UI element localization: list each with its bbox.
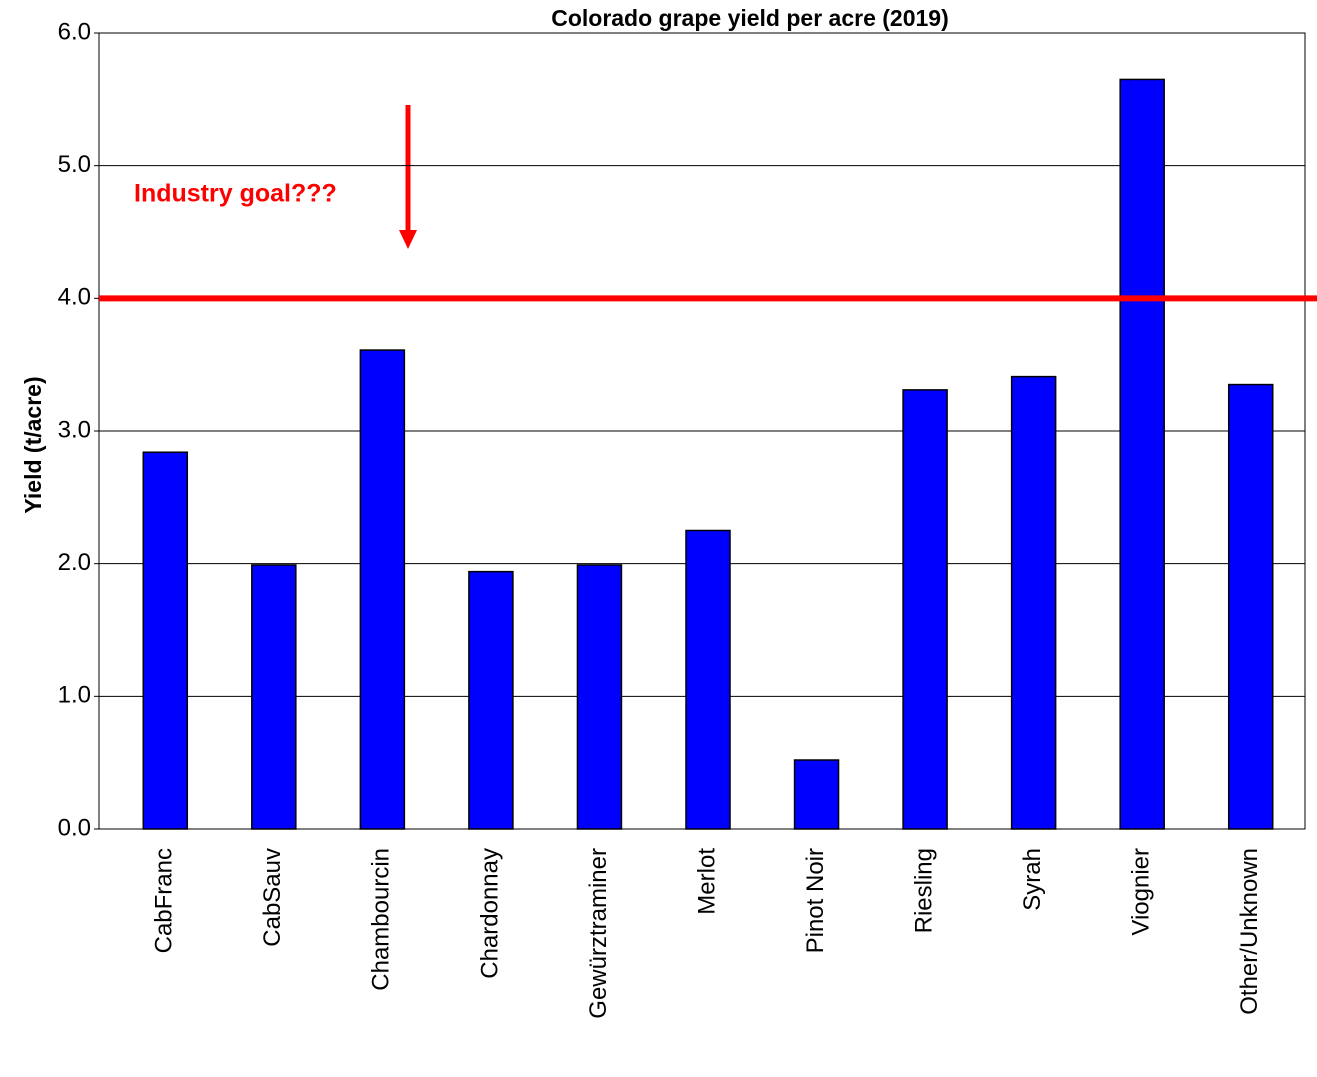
x-tick-label: Chardonnay: [476, 848, 503, 979]
x-tick-label: Pinot Noir: [802, 848, 829, 953]
y-tick-label: 2.0: [58, 549, 91, 576]
y-tick-label: 3.0: [58, 416, 91, 443]
bar: [685, 529, 731, 830]
annotation-arrowhead: [399, 230, 417, 249]
chart-title: Colorado grape yield per acre (2019): [551, 5, 949, 31]
y-tick-label: 0.0: [58, 814, 91, 841]
bar: [359, 349, 406, 830]
x-tick-label: Viognier: [1128, 848, 1155, 936]
x-tick-label: CabSauv: [259, 848, 286, 947]
bar: [1010, 375, 1057, 830]
y-axis-label: Yield (t/acre): [20, 376, 46, 513]
bar: [793, 759, 840, 830]
bar: [1119, 78, 1165, 830]
x-tick-label: Chambourcin: [368, 848, 395, 991]
y-tick-label: 6.0: [58, 18, 91, 45]
x-tick-label: Other/Unknown: [1236, 848, 1263, 1015]
bar: [902, 389, 948, 830]
y-tick-label: 5.0: [58, 151, 91, 178]
x-tick-label: Merlot: [693, 848, 720, 915]
y-tick-label: 1.0: [58, 682, 91, 709]
bar: [251, 564, 297, 830]
x-tick-label: Syrah: [1019, 848, 1046, 911]
bar: [1227, 383, 1274, 830]
x-tick-label: Gewürztraminer: [585, 848, 612, 1019]
bar: [468, 570, 514, 830]
annotation: Industry goal???: [134, 180, 337, 208]
bar: [576, 564, 623, 830]
x-tick-label: Riesling: [910, 848, 937, 933]
bar: [142, 451, 189, 830]
x-tick-label: CabFranc: [151, 848, 178, 953]
y-tick-label: 4.0: [58, 284, 91, 311]
